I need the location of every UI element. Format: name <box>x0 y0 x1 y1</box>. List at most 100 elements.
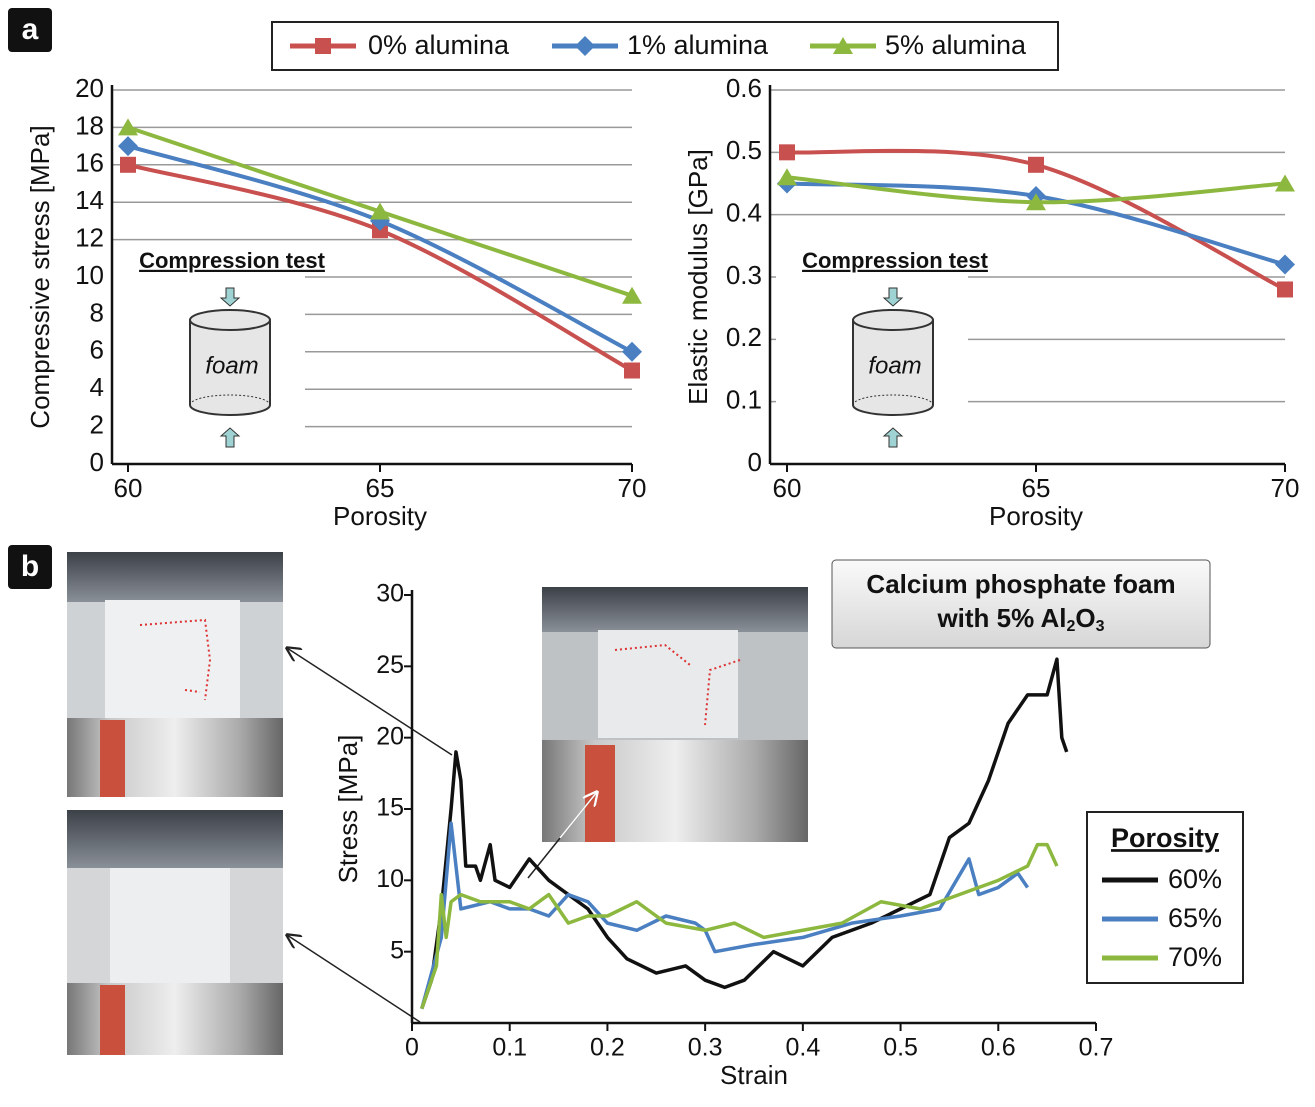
y-tick-label: 0.3 <box>726 260 762 290</box>
panel-badge <box>8 8 52 52</box>
y-axis-title: Elastic modulus [GPa] <box>683 149 713 405</box>
marker <box>1026 193 1046 211</box>
title-sub: 2 <box>1067 618 1076 635</box>
cylinder <box>189 319 271 416</box>
y-tick-label: 10 <box>376 865 404 893</box>
x-axis-title: Strain <box>720 1060 788 1090</box>
y-axis-title: Stress [MPa] <box>333 735 363 884</box>
x-tick-label: 65 <box>1022 473 1051 503</box>
y-tick-label: 25 <box>376 651 404 679</box>
cylinder-top <box>852 309 934 331</box>
marker <box>777 168 797 186</box>
legend-label: 70% <box>1168 942 1222 972</box>
marker <box>575 36 595 56</box>
legend-label: 65% <box>1168 903 1222 933</box>
x-tick-label: 0.5 <box>883 1034 918 1062</box>
y-tick-label: 14 <box>75 185 104 215</box>
marker <box>370 202 390 220</box>
marker <box>833 37 853 54</box>
annotation: Compression test <box>802 248 988 273</box>
arrow <box>882 427 904 448</box>
marker <box>624 362 640 379</box>
y-tick-label: 15 <box>376 794 404 822</box>
y-tick-label: 20 <box>75 73 104 103</box>
marker <box>118 118 138 136</box>
series-line <box>420 657 1069 1010</box>
y-tick-label: 0.2 <box>726 322 762 352</box>
y-tick-label: 0.4 <box>726 198 762 228</box>
title-part: with 5% Al <box>936 603 1066 633</box>
x-tick-label: 0.1 <box>492 1034 527 1062</box>
arrow <box>219 287 241 307</box>
y-tick-label: 2 <box>90 409 104 439</box>
y-tick-label: 0.1 <box>726 385 762 415</box>
x-tick-label: 60 <box>773 473 802 503</box>
x-axis-title: Porosity <box>333 501 427 531</box>
photo <box>67 810 283 1055</box>
panel-badge <box>8 545 52 589</box>
x-tick-label: 70 <box>618 473 647 503</box>
legend-label: 0% alumina <box>368 30 510 60</box>
title-sub: 3 <box>1096 618 1105 635</box>
y-tick-label: 6 <box>90 335 104 365</box>
chart-title: with 5% Al2O3 <box>936 603 1104 635</box>
arrow <box>219 427 241 448</box>
y-tick-label: 5 <box>390 936 404 964</box>
marker <box>622 341 642 362</box>
y-tick-label: 10 <box>75 260 104 290</box>
marker <box>1275 174 1295 192</box>
y-tick-label: 16 <box>75 148 104 178</box>
marker <box>1028 156 1044 173</box>
x-tick-label: 70 <box>1271 473 1300 503</box>
y-tick-label: 0 <box>748 447 762 477</box>
legend-box <box>271 21 1059 71</box>
marker <box>622 286 642 304</box>
cylinder-top <box>189 309 271 331</box>
title-part: O <box>1075 603 1095 633</box>
marker <box>1275 254 1295 275</box>
y-tick-label: 0.6 <box>726 73 762 103</box>
y-tick-label: 20 <box>376 722 404 750</box>
x-tick-label: 0.6 <box>981 1034 1016 1062</box>
marker <box>315 38 331 54</box>
marker <box>118 136 138 157</box>
photo <box>67 552 283 797</box>
y-tick-label: 12 <box>75 222 104 252</box>
photo <box>542 587 808 842</box>
y-axis-title: Compressive stress [MPa] <box>25 125 55 428</box>
inset-label: foam <box>205 352 258 379</box>
y-tick-label: 0 <box>90 447 104 477</box>
y-tick-label: 30 <box>376 580 404 608</box>
chart-title: Calcium phosphate foam <box>866 569 1175 599</box>
cylinder <box>852 319 934 416</box>
legend-label: 60% <box>1168 864 1222 894</box>
y-tick-label: 8 <box>90 297 104 327</box>
arrow <box>287 648 597 1023</box>
x-tick-label: 0 <box>405 1034 419 1062</box>
x-tick-label: 0.2 <box>590 1034 625 1062</box>
annotation: Compression test <box>139 248 325 273</box>
legend-label: 1% alumina <box>627 30 769 60</box>
legend-title: Porosity <box>1111 823 1219 853</box>
y-tick-label: 4 <box>90 372 104 402</box>
inset-label: foam <box>868 352 921 379</box>
y-tick-label: 18 <box>75 110 104 140</box>
arrow <box>882 287 904 307</box>
x-axis-title: Porosity <box>989 501 1083 531</box>
panel-label: a <box>22 13 39 46</box>
title-box <box>831 559 1211 649</box>
series-line <box>420 842 1059 1010</box>
x-tick-label: 60 <box>114 473 143 503</box>
series-line <box>420 821 1030 1010</box>
x-tick-label: 0.7 <box>1079 1034 1114 1062</box>
marker <box>1277 281 1293 298</box>
panel-label: b <box>21 550 39 583</box>
marker <box>779 144 795 161</box>
y-tick-label: 0.5 <box>726 135 762 165</box>
x-tick-label: 0.3 <box>688 1034 723 1062</box>
x-tick-label: 65 <box>366 473 395 503</box>
legend-box <box>1086 811 1244 984</box>
x-tick-label: 0.4 <box>785 1034 820 1062</box>
legend-label: 5% alumina <box>885 30 1027 60</box>
